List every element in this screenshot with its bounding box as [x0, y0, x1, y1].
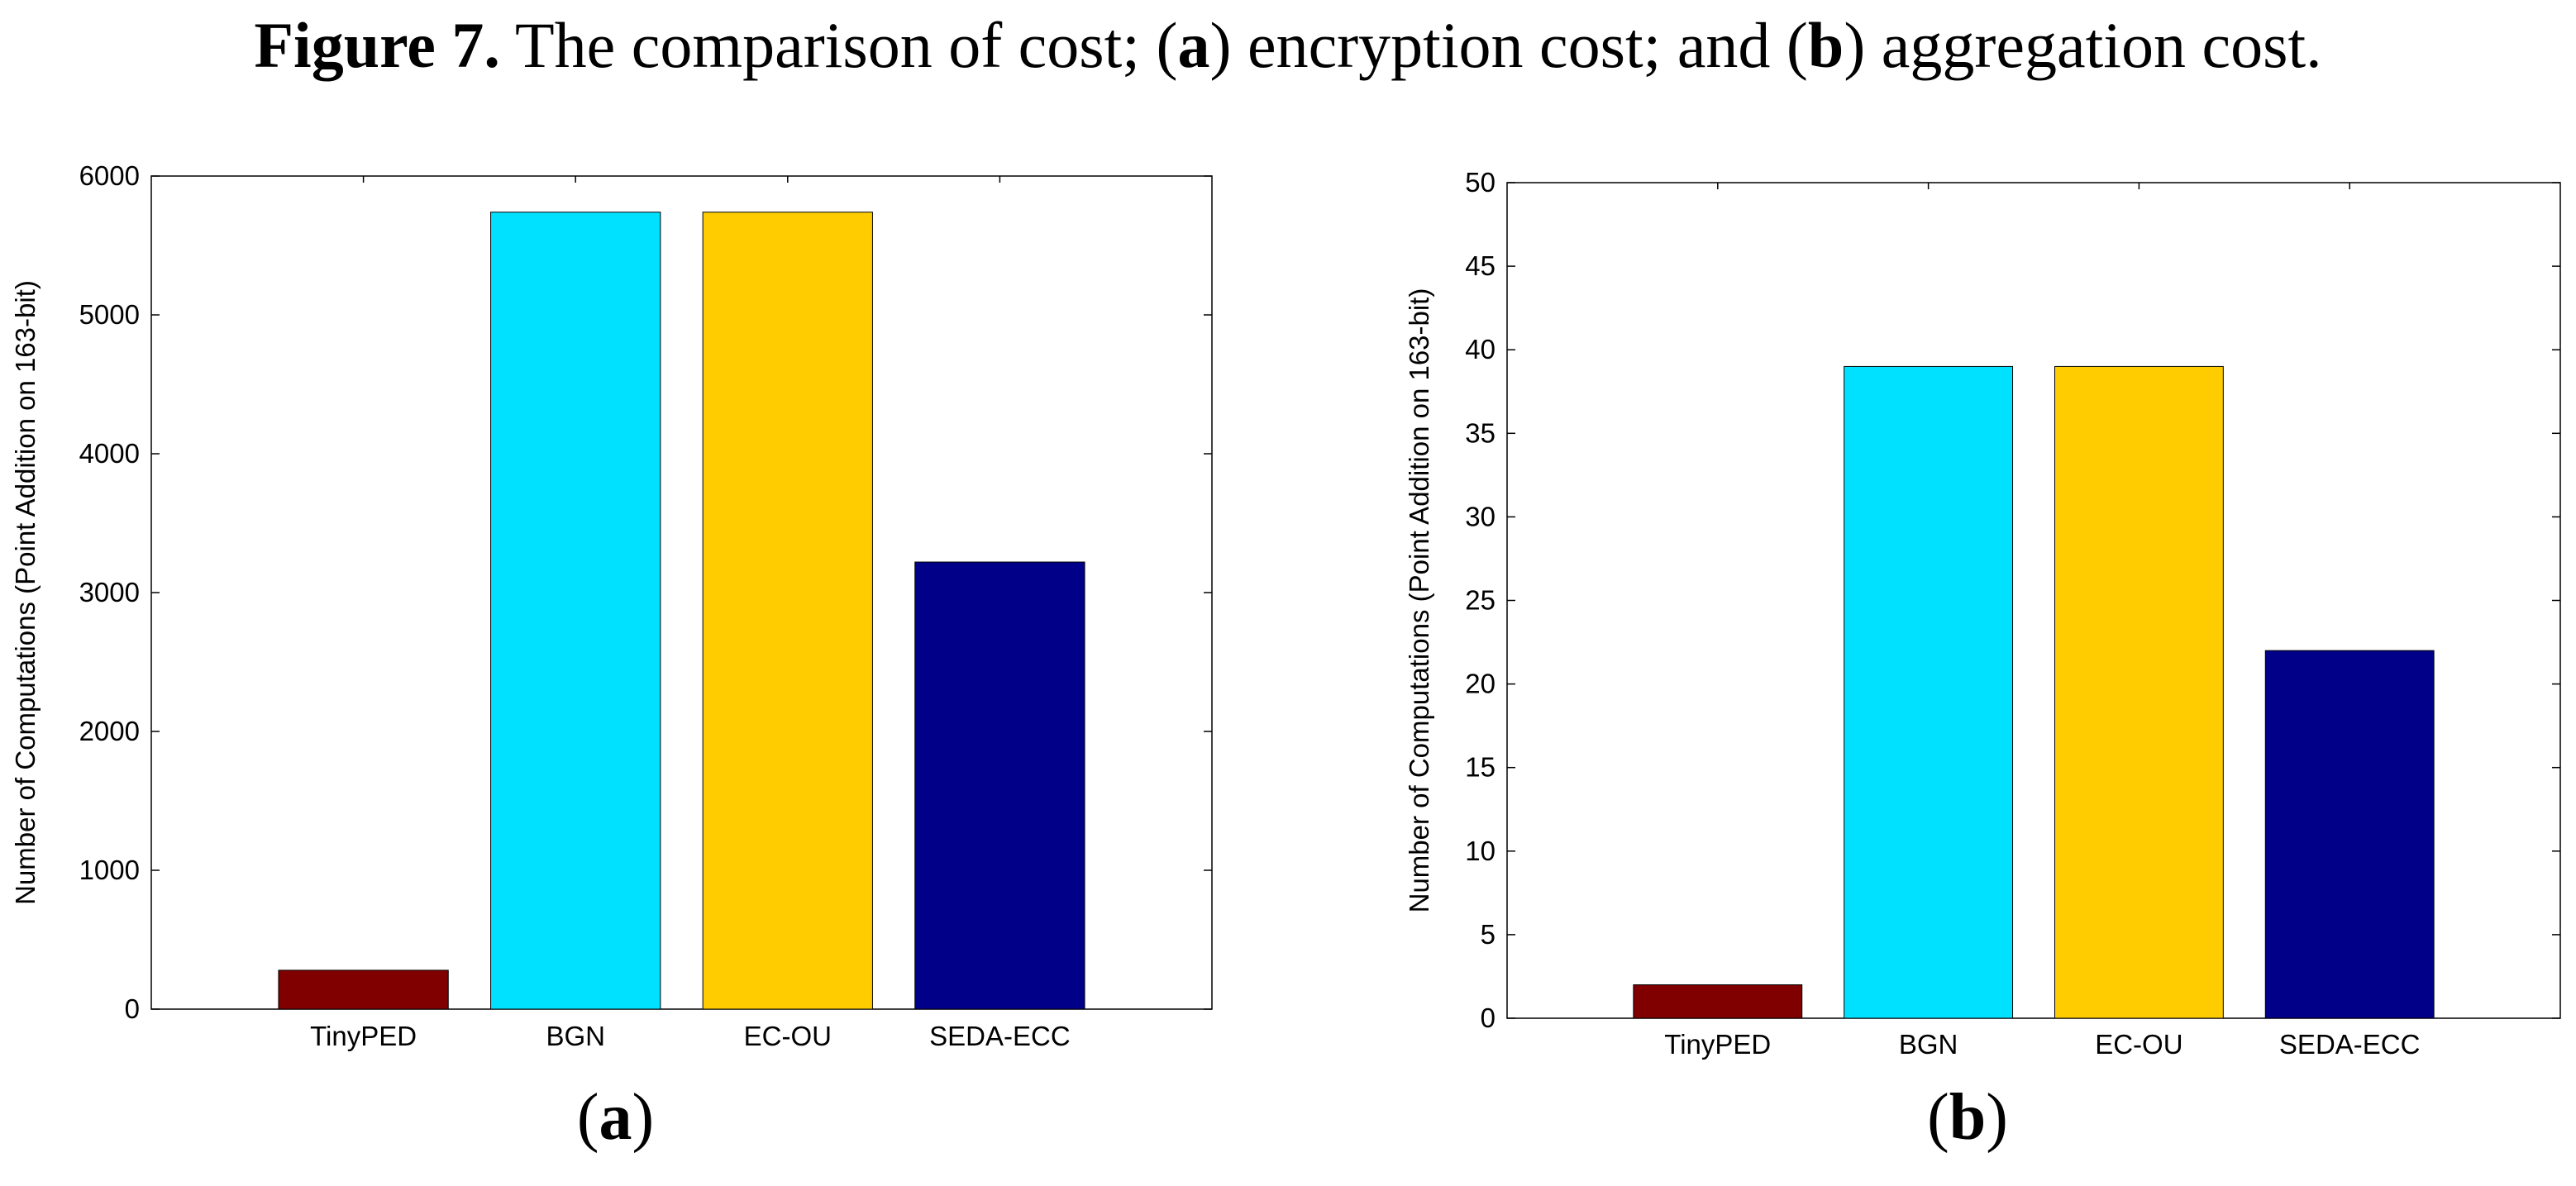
y-axis-label: Number of Computations (Point Addition o…	[10, 280, 41, 905]
x-category-label: SEDA-ECC	[929, 1021, 1071, 1051]
y-tick-label: 50	[1465, 167, 1496, 198]
bar-ec-ou	[702, 212, 873, 1010]
x-category-label: EC-OU	[744, 1021, 832, 1051]
y-tick-label: 5	[1481, 919, 1496, 950]
y-tick-label: 4000	[79, 438, 140, 469]
panel-label: (a)	[577, 1081, 654, 1154]
bar-bgn	[1844, 365, 2014, 1019]
y-tick-label: 20	[1465, 669, 1496, 699]
bar-seda-ecc	[2264, 650, 2435, 1019]
bar-tinyped	[1633, 984, 1803, 1019]
x-category-label: TinyPED	[1664, 1029, 1771, 1060]
caption-b: b	[1807, 9, 1844, 81]
y-tick-label: 5000	[79, 299, 140, 330]
y-tick-label: 30	[1465, 501, 1496, 531]
y-tick-label: 1000	[79, 855, 140, 885]
x-category-label: TinyPED	[310, 1021, 417, 1051]
caption-a: a	[1177, 9, 1210, 81]
y-tick-label: 2000	[79, 716, 140, 746]
y-tick-label: 45	[1465, 250, 1496, 281]
figure-caption: Figure 7. The comparison of cost; (a) en…	[0, 10, 2576, 81]
caption-text-2: ) encryption cost; and (	[1209, 9, 1808, 81]
caption-figure-number: Figure 7.	[254, 9, 500, 81]
y-tick-label: 10	[1465, 836, 1496, 866]
y-tick-label: 35	[1465, 417, 1496, 448]
y-tick-label: 0	[1481, 1003, 1496, 1033]
panel-label: (b)	[1927, 1081, 2008, 1154]
y-tick-label: 3000	[79, 577, 140, 607]
x-category-label: SEDA-ECC	[2279, 1029, 2421, 1060]
x-category-label: EC-OU	[2095, 1029, 2182, 1060]
x-category-label: BGN	[1899, 1029, 1958, 1060]
bar-bgn	[490, 212, 661, 1010]
bar-seda-ecc	[914, 561, 1085, 1010]
bar-ec-ou	[2054, 365, 2224, 1019]
x-category-label: BGN	[546, 1021, 605, 1051]
caption-text-3: ) aggregation cost.	[1844, 9, 2322, 81]
caption-text-1: The comparison of cost; (	[499, 9, 1178, 81]
y-tick-label: 0	[125, 993, 140, 1024]
bar-tinyped	[278, 969, 449, 1010]
y-axis-label: Number of Computations (Point Addition o…	[1404, 288, 1434, 913]
chart-panel-a: 0 1000 2000 3000 4000 5000 6000 TinyPED BGN EC-OU…	[10, 160, 1213, 1154]
y-tick-label: 25	[1465, 585, 1496, 616]
y-tick-label: 40	[1465, 334, 1496, 364]
y-tick-label: 15	[1465, 752, 1496, 783]
y-tick-label: 6000	[79, 160, 140, 191]
chart-panel-b: 0 5 10 15 20 25 30 35 40 45 50 TinyPED BGN EC-OU SEDA-…	[1404, 167, 2561, 1154]
